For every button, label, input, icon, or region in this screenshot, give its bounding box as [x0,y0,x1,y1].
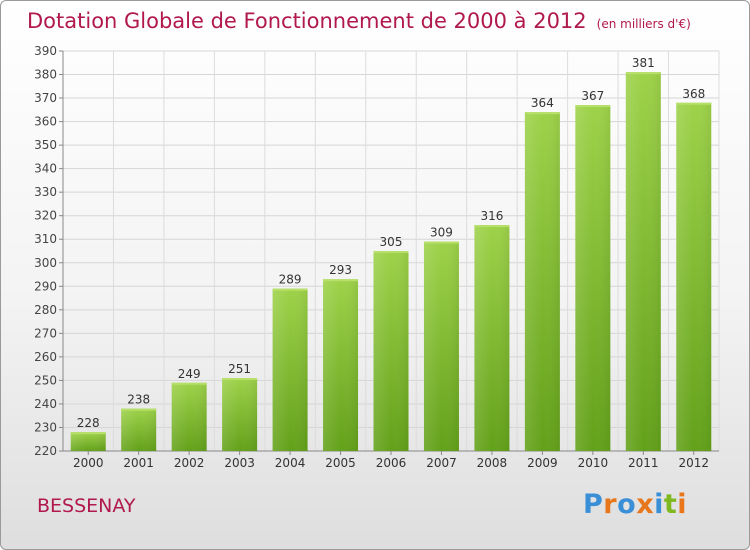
bar-top-2004 [272,288,308,291]
ytick-label: 390 [34,44,57,58]
ytick-label: 220 [34,444,57,458]
bar-top-2000 [70,432,106,435]
data-label: 238 [127,393,150,407]
ytick-label: 320 [34,209,57,223]
bar-top-2002 [171,382,207,385]
ytick-label: 230 [34,420,57,434]
xtick-label: 2000 [73,456,104,470]
data-label: 228 [77,416,100,430]
xtick-label: 2012 [678,456,709,470]
xtick-label: 2004 [275,456,306,470]
bar-shade-2008 [474,225,510,451]
ytick-label: 270 [34,326,57,340]
bar-top-2008 [474,225,510,228]
chart-subtitle: (en milliers d'€) [596,17,691,31]
bar-shade-2005 [323,279,359,451]
commune-name: BESSENAY [37,495,136,517]
bar-top-2012 [676,102,712,105]
data-label: 364 [531,96,554,110]
xtick-label: 2006 [376,456,407,470]
logo-letter: i [677,489,688,520]
chart-title: Dotation Globale de Fonctionnement de 20… [27,9,691,33]
data-label: 309 [430,226,453,240]
bar-top-2005 [323,279,359,282]
xtick-label: 2005 [325,456,356,470]
ytick-label: 300 [34,256,57,270]
ytick-label: 250 [34,373,57,387]
proxiti-logo: Proxiti [583,489,687,520]
ytick-label: 280 [34,303,57,317]
bar-top-2007 [423,241,459,244]
bar-shade-2004 [272,288,308,451]
ytick-label: 370 [34,91,57,105]
xtick-label: 2001 [123,456,154,470]
ytick-label: 330 [34,185,57,199]
logo-letter: t [663,489,678,520]
data-label: 368 [682,87,705,101]
data-label: 289 [279,273,302,287]
ytick-label: 350 [34,138,57,152]
bar-top-2010 [575,105,611,108]
xtick-label: 2008 [477,456,508,470]
ytick-label: 290 [34,279,57,293]
bar-shade-2011 [625,72,661,452]
xtick-label: 2003 [224,456,255,470]
bar-top-2011 [625,72,661,75]
bars [70,72,712,452]
xtick-label: 2002 [174,456,205,470]
ytick-label: 310 [34,232,57,246]
xtick-label: 2011 [628,456,659,470]
bar-top-2001 [121,408,157,411]
bar-shade-2010 [575,105,611,451]
data-label: 316 [480,209,503,223]
logo-letter: P [583,489,604,520]
bar-shade-2003 [222,378,258,451]
bar-top-2009 [524,112,560,115]
xtick-label: 2010 [578,456,609,470]
data-label: 381 [632,56,655,70]
ytick-label: 240 [34,397,57,411]
bar-shade-2007 [423,241,459,451]
chart-title-text: Dotation Globale de Fonctionnement de 20… [27,9,587,33]
data-label: 293 [329,263,352,277]
logo-letter: r [603,489,618,520]
logo-letter: i [654,489,664,520]
bar-top-2006 [373,251,409,253]
bar-shade-2006 [373,251,409,451]
ytick-label: 360 [34,115,57,129]
bar-shade-2012 [676,102,712,451]
data-label: 249 [178,367,201,381]
logo-letter: o [617,489,637,520]
xtick-label: 2007 [426,456,457,470]
bar-shade-2009 [524,112,560,452]
logo-letter: x [636,489,655,520]
data-label: 251 [228,362,251,376]
data-label: 305 [380,235,403,249]
bar-top-2003 [222,378,258,381]
bar-shade-2002 [171,382,207,451]
xtick-label: 2009 [527,456,558,470]
bar-shade-2000 [70,432,106,451]
ytick-label: 260 [34,350,57,364]
data-label: 367 [581,89,604,103]
ytick-label: 380 [34,68,57,82]
bar-shade-2001 [121,408,157,451]
labels: 220 230 240 250 260 270 280 290 300 310 320 330 340 3… [34,44,709,470]
ytick-label: 340 [34,162,57,176]
